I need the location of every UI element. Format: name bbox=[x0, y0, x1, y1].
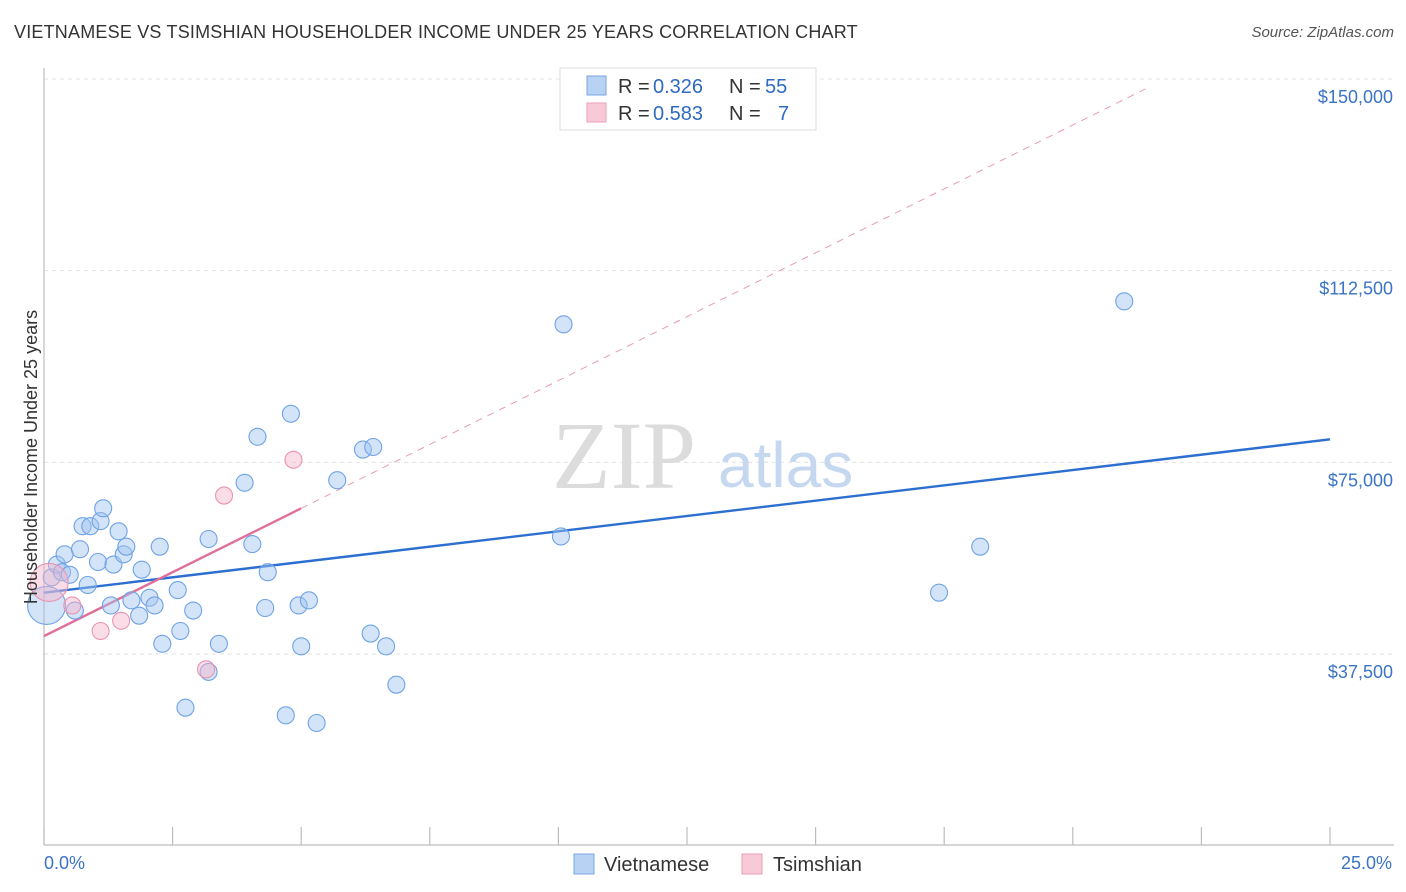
point-vietnamese bbox=[199, 662, 218, 681]
data-points bbox=[27, 292, 1134, 733]
point-vietnamese bbox=[281, 404, 300, 423]
point-vietnamese bbox=[377, 637, 396, 656]
chart-title: VIETNAMESE VS TSIMSHIAN HOUSEHOLDER INCO… bbox=[14, 22, 858, 42]
point-vietnamese bbox=[554, 315, 573, 334]
stats-r-value-vietnamese: 0.326 bbox=[653, 76, 703, 98]
point-vietnamese bbox=[248, 427, 267, 446]
point-vietnamese bbox=[971, 537, 990, 556]
point-vietnamese bbox=[328, 471, 347, 490]
point-vietnamese bbox=[150, 537, 169, 556]
point-tsimshian bbox=[112, 611, 131, 630]
point-tsimshian bbox=[196, 660, 216, 679]
point-vietnamese bbox=[65, 601, 84, 620]
stats-n-value-tsimshian: 7 bbox=[778, 103, 789, 125]
watermark-zip: ZIP bbox=[552, 402, 696, 509]
point-vietnamese bbox=[307, 713, 326, 733]
point-vietnamese bbox=[55, 545, 74, 564]
point-vietnamese bbox=[109, 522, 128, 541]
point-vietnamese bbox=[153, 634, 172, 653]
point-vietnamese bbox=[70, 540, 90, 559]
point-vietnamese bbox=[364, 437, 383, 457]
point-vietnamese bbox=[145, 596, 164, 615]
legend-label-vietnamese: Vietnamese bbox=[604, 854, 709, 876]
point-vietnamese bbox=[73, 517, 92, 536]
legend-swatch-tsimshian bbox=[741, 853, 763, 875]
point-vietnamese bbox=[276, 706, 295, 725]
point-tsimshian bbox=[63, 596, 82, 615]
axes bbox=[43, 68, 1394, 846]
x-tick-marks bbox=[43, 827, 1331, 845]
y-tick-label: $150,000 bbox=[1318, 87, 1393, 107]
point-vietnamese bbox=[209, 634, 228, 653]
point-vietnamese bbox=[184, 601, 203, 620]
point-vietnamese bbox=[81, 517, 100, 536]
point-vietnamese bbox=[258, 563, 277, 582]
stats-r-label-tsimshian: R = bbox=[618, 103, 650, 125]
y-tick-labels: $37,500 $75,000 $112,500 $150,000 bbox=[1318, 87, 1393, 682]
point-vietnamese bbox=[168, 581, 187, 600]
trend-line-tsimshian bbox=[43, 507, 302, 638]
stats-n-value-vietnamese: 55 bbox=[765, 76, 787, 98]
legend-label-tsimshian: Tsimshian bbox=[773, 854, 862, 876]
point-vietnamese bbox=[27, 585, 67, 625]
stats-n-label-tsimshian: N = bbox=[729, 103, 761, 125]
point-vietnamese bbox=[117, 537, 136, 556]
point-tsimshian bbox=[29, 562, 69, 602]
point-vietnamese bbox=[930, 583, 949, 602]
point-vietnamese bbox=[122, 591, 141, 610]
point-vietnamese bbox=[551, 527, 571, 546]
point-vietnamese bbox=[235, 473, 254, 492]
point-vietnamese bbox=[289, 596, 308, 615]
point-vietnamese bbox=[256, 598, 275, 618]
watermark-atlas: atlas bbox=[718, 429, 853, 501]
legend-swatch-vietnamese bbox=[573, 853, 595, 875]
point-tsimshian bbox=[284, 450, 303, 469]
point-vietnamese bbox=[299, 591, 318, 610]
point-vietnamese bbox=[171, 621, 190, 641]
series-legend: Vietnamese Tsimshian bbox=[573, 853, 862, 876]
point-vietnamese bbox=[243, 535, 262, 554]
point-vietnamese bbox=[130, 606, 149, 625]
point-vietnamese bbox=[176, 698, 195, 717]
point-tsimshian bbox=[91, 621, 110, 641]
point-vietnamese bbox=[78, 575, 97, 595]
point-vietnamese bbox=[88, 552, 108, 572]
point-tsimshian bbox=[214, 486, 234, 505]
stats-n-label-vietnamese: N = bbox=[729, 76, 761, 98]
point-vietnamese bbox=[94, 499, 113, 518]
point-vietnamese bbox=[60, 565, 79, 584]
stats-swatch-tsimshian bbox=[586, 102, 607, 123]
trend-line-extended-tsimshian bbox=[300, 86, 1151, 509]
stats-swatch-vietnamese bbox=[586, 75, 607, 96]
point-vietnamese bbox=[292, 637, 311, 656]
source-label: Source: ZipAtlas.com bbox=[1251, 24, 1394, 41]
point-vietnamese bbox=[101, 596, 120, 615]
y-tick-label: $112,500 bbox=[1319, 279, 1393, 299]
y-tick-label: $37,500 bbox=[1328, 662, 1393, 682]
y-tick-label: $75,000 bbox=[1328, 470, 1393, 490]
point-vietnamese bbox=[199, 529, 218, 549]
point-vietnamese bbox=[387, 675, 406, 694]
point-vietnamese bbox=[132, 560, 151, 579]
stats-r-value-tsimshian: 0.583 bbox=[653, 103, 703, 125]
x-tick-label-min: 0.0% bbox=[44, 853, 85, 873]
point-vietnamese bbox=[353, 440, 372, 459]
trend-lines bbox=[43, 86, 1331, 638]
y-axis-title: Householder Income Under 25 years bbox=[21, 310, 41, 604]
x-tick-label-max: 25.0% bbox=[1341, 853, 1392, 873]
point-vietnamese bbox=[1115, 292, 1134, 311]
stats-r-label-vietnamese: R = bbox=[618, 76, 650, 98]
point-vietnamese bbox=[361, 624, 380, 643]
stats-legend: R = 0.326 N = 55 R = 0.583 N = 7 bbox=[559, 67, 817, 131]
trend-line-vietnamese bbox=[43, 438, 1331, 594]
